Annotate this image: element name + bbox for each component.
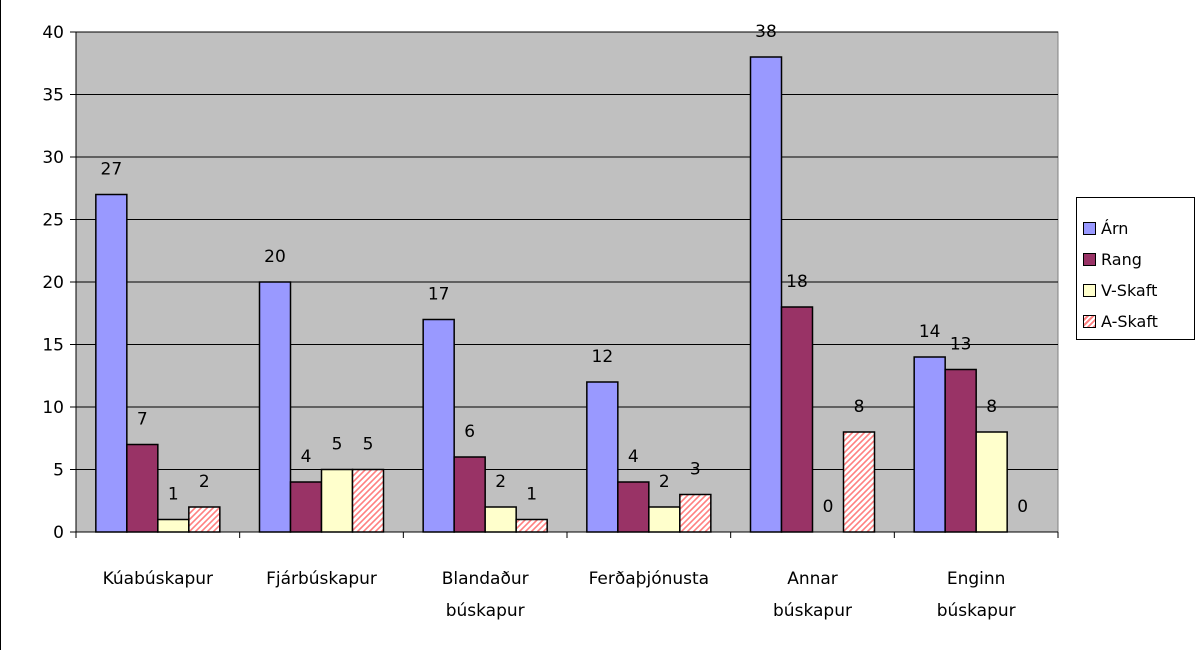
legend-label: V-Skaft: [1101, 280, 1158, 300]
bar-Árn: [95, 193, 128, 533]
data-label: 6: [464, 422, 475, 442]
x-tick-label: Kúabúskapur: [103, 569, 213, 589]
data-label: 38: [755, 22, 777, 42]
legend-swatch: [1083, 314, 1096, 328]
x-tick-label: búskapur: [773, 601, 852, 621]
data-label: 27: [101, 160, 123, 180]
legend-item: V-Skaft: [1083, 280, 1157, 300]
data-label: 5: [332, 435, 343, 455]
data-label: 0: [1017, 497, 1028, 517]
y-tick-label: 30: [42, 148, 64, 168]
bar-V-Skaft: [648, 506, 681, 533]
x-tick-label: Ferðaþjónusta: [589, 569, 710, 589]
bar-Árn: [586, 381, 619, 533]
bar-Rang: [944, 368, 977, 533]
bar-V-Skaft: [484, 506, 517, 533]
bar-A-Skaft: [351, 468, 385, 533]
bar-A-Skaft: [842, 431, 876, 533]
bar-Rang: [617, 481, 650, 533]
data-label: 14: [919, 322, 941, 342]
y-tick-label: 5: [53, 461, 64, 481]
bar-Árn: [422, 318, 455, 533]
y-tick-label: 10: [42, 398, 64, 418]
legend-swatch: [1083, 283, 1096, 297]
y-tick-label: 40: [42, 23, 64, 43]
legend-swatch: [1083, 252, 1096, 266]
data-label: 18: [786, 272, 808, 292]
data-label: 2: [495, 472, 506, 492]
bar-V-Skaft: [975, 431, 1008, 533]
legend-item: Rang: [1083, 249, 1142, 269]
bar-Rang: [453, 456, 486, 533]
bar-V-Skaft: [157, 518, 190, 533]
data-label: 4: [628, 447, 639, 467]
bar-Árn: [913, 356, 946, 533]
data-label: 20: [264, 247, 286, 267]
y-tick-label: 25: [42, 211, 64, 231]
legend: Árn Rang V-Skaft A-Skaft: [1076, 197, 1195, 340]
x-tick-label: búskapur: [937, 601, 1016, 621]
y-tick-label: 15: [42, 336, 64, 356]
data-label: 8: [986, 397, 997, 417]
data-label: 5: [363, 435, 374, 455]
legend-label: A-Skaft: [1101, 311, 1158, 331]
x-tick-label: Fjárbúskapur: [266, 569, 377, 589]
x-tick-label: Enginn: [947, 569, 1006, 589]
bar-Rang: [780, 306, 814, 533]
x-tick-label: Blandaður: [442, 569, 529, 589]
bar-A-Skaft: [679, 493, 712, 533]
y-tick-label: 35: [42, 86, 64, 106]
legend-item: A-Skaft: [1083, 311, 1158, 331]
data-label: 17: [428, 285, 450, 305]
data-label: 2: [659, 472, 670, 492]
bar-A-Skaft: [188, 506, 221, 533]
data-label: 1: [526, 485, 537, 505]
bar-Rang: [289, 481, 323, 533]
bar-A-Skaft: [515, 518, 548, 533]
data-label: 0: [823, 497, 834, 517]
bar-Rang: [126, 443, 159, 533]
data-label: 1: [168, 485, 179, 505]
bar-Árn: [749, 56, 783, 533]
x-tick-label: búskapur: [446, 601, 525, 621]
data-label: 7: [137, 410, 148, 430]
bar-Árn: [258, 281, 292, 533]
data-label: 13: [950, 335, 972, 355]
legend-label: Rang: [1101, 249, 1142, 269]
data-label: 4: [301, 447, 312, 467]
y-tick-label: 0: [53, 523, 64, 543]
data-label: 2: [199, 472, 210, 492]
bar-V-Skaft: [320, 468, 354, 533]
y-tick-label: 20: [42, 273, 64, 293]
data-label: 12: [592, 347, 614, 367]
x-tick-label: Annar: [787, 569, 838, 589]
legend-swatch: [1083, 221, 1096, 235]
legend-item: Árn: [1083, 218, 1128, 238]
data-label: 3: [690, 460, 701, 480]
legend-label: Árn: [1101, 218, 1129, 238]
data-label: 8: [854, 397, 865, 417]
